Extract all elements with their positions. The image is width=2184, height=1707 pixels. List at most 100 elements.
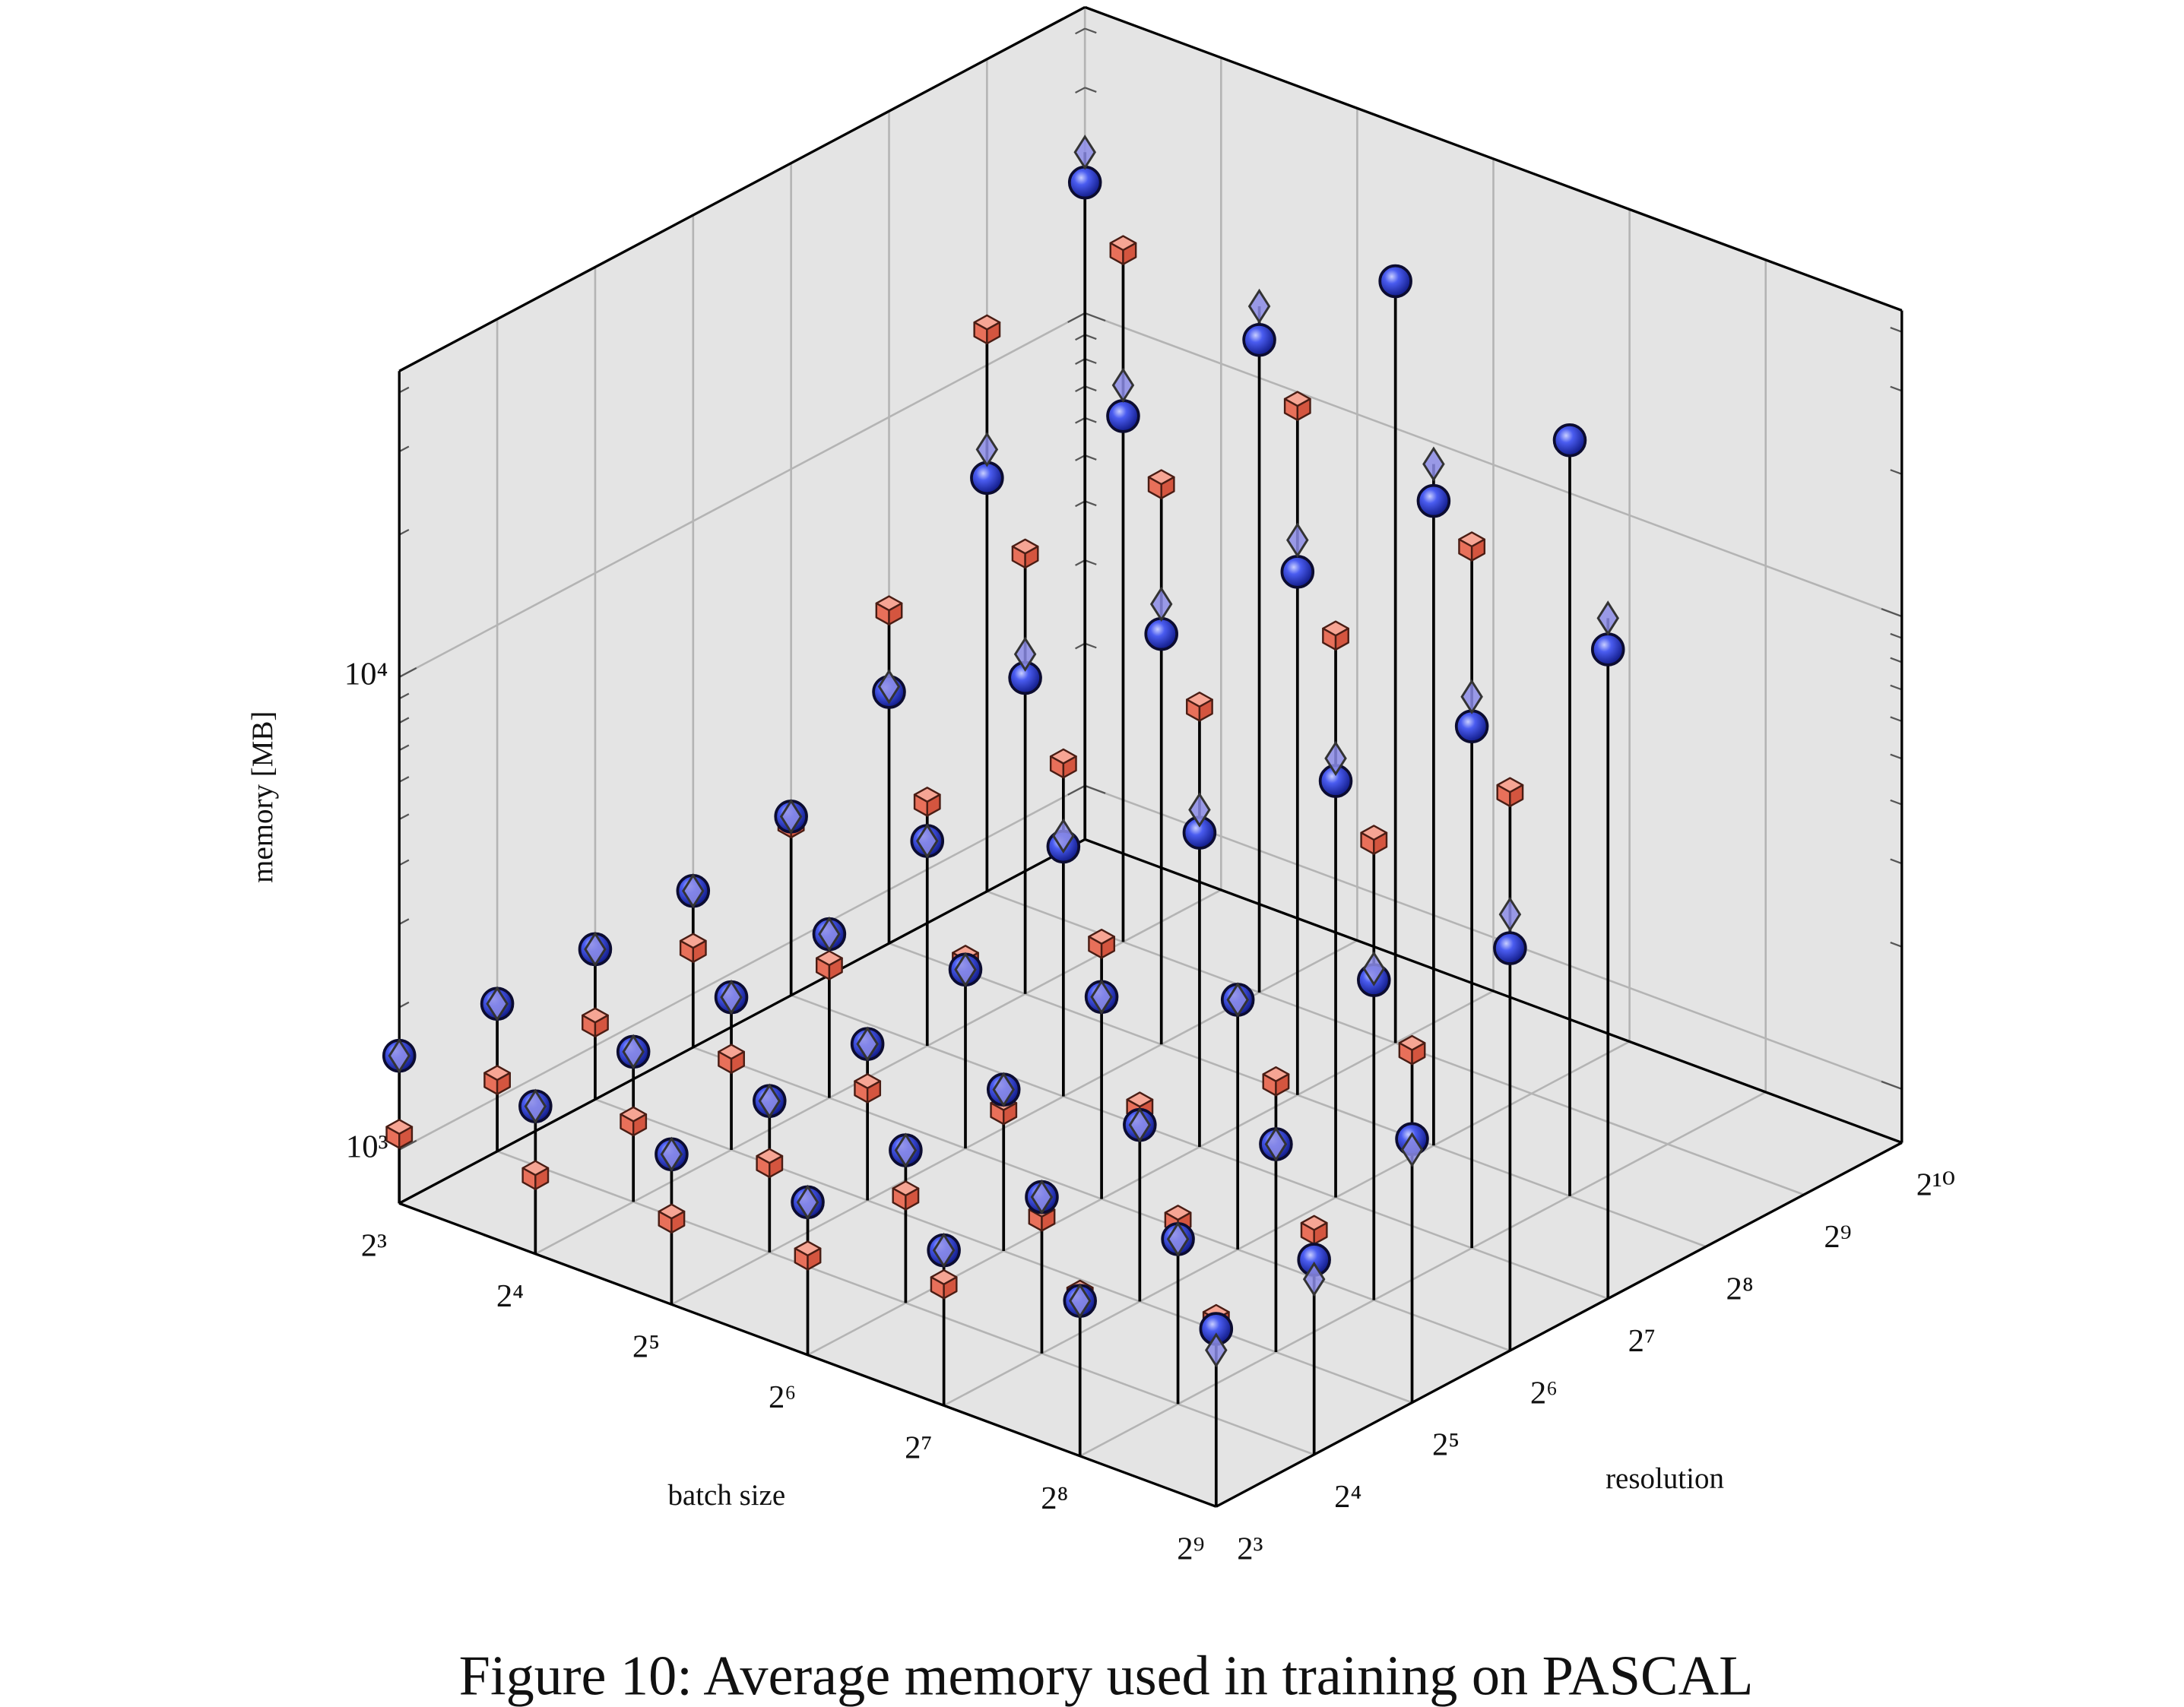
diamond-marker [1052, 818, 1075, 854]
z-tick-mark [1075, 27, 1086, 35]
x-tick-label: 2⁵ [632, 1329, 660, 1364]
cube-marker [973, 314, 1001, 345]
cube-face [1373, 831, 1388, 855]
cube-marker [1088, 928, 1116, 959]
y-axis-label: resolution [1606, 1462, 1724, 1495]
cube-marker [1300, 1215, 1328, 1246]
z-tick-mark [1890, 858, 1903, 865]
z-tick-mark [398, 1139, 417, 1151]
diamond-marker [1030, 1179, 1054, 1215]
cube-face [398, 1126, 414, 1149]
z-tick-mark [1084, 454, 1097, 461]
diamond-marker [1111, 367, 1135, 404]
figure-caption: Figure 10: Average memory used in traini… [459, 1645, 1754, 1707]
diamond-marker [758, 1083, 781, 1119]
diamond-marker [584, 931, 607, 968]
z-tick-mark [1890, 469, 1903, 475]
z-tick-mark [1084, 416, 1097, 423]
diamond-marker [486, 986, 509, 1021]
cube-marker [1186, 692, 1213, 722]
diamond-marker [524, 1088, 547, 1124]
diamond-marker [894, 1132, 918, 1168]
sphere-marker [1552, 423, 1587, 458]
cube-face [496, 1072, 511, 1095]
z-tick-mark [1075, 500, 1086, 508]
diamond-marker [682, 873, 705, 909]
cube-face [807, 1247, 822, 1271]
cube-face [888, 602, 903, 625]
diamond-marker [1205, 1332, 1228, 1368]
cube-marker [1147, 469, 1175, 499]
sphere-marker [1242, 323, 1276, 357]
z-tick-mark [1075, 334, 1086, 341]
cube-marker [582, 1007, 609, 1038]
cube-marker [1011, 538, 1039, 569]
diamond-marker [992, 1072, 1015, 1107]
cube-marker [930, 1269, 958, 1300]
cube-face [730, 1050, 745, 1074]
z-tick-mark [1084, 334, 1097, 340]
z-tick-mark [398, 692, 410, 700]
z-tick-mark [1890, 327, 1903, 333]
diamond-marker [877, 669, 901, 705]
cube-face [1160, 476, 1175, 499]
z-tick-label: 10³ [346, 1129, 388, 1164]
z-tick-mark [1075, 454, 1086, 461]
sphere-marker [1106, 399, 1140, 433]
diamond-marker [954, 952, 977, 987]
axis-line [398, 838, 1086, 1205]
cube-marker [521, 1160, 550, 1190]
cube-face [905, 1187, 920, 1211]
diamond-marker [720, 979, 743, 1015]
diamond-marker [1286, 522, 1309, 558]
diamond-marker [622, 1034, 645, 1070]
cube-face [1198, 698, 1213, 722]
diamond-marker [856, 1026, 879, 1062]
cube-marker [1398, 1034, 1426, 1066]
z-tick-mark [398, 667, 417, 678]
z-tick-mark [1890, 385, 1903, 392]
z-tick-mark [1890, 799, 1903, 806]
diamond-marker [1013, 636, 1037, 672]
y-tick-label: 2⁴ [1334, 1479, 1361, 1515]
z-tick-mark [398, 445, 410, 453]
z-tick-mark [1881, 1080, 1903, 1090]
diamond-marker [1128, 1107, 1152, 1143]
cube-face [943, 1276, 958, 1300]
sphere-marker [1454, 709, 1489, 744]
x-tick-label: 2⁶ [769, 1379, 796, 1415]
cube-face [1296, 397, 1311, 421]
y-tick-label: 2⁷ [1628, 1323, 1656, 1359]
diamond-marker [1226, 982, 1249, 1018]
x-axis-label: batch size [667, 1479, 785, 1512]
sphere-marker [1144, 616, 1178, 651]
sphere-marker [970, 461, 1004, 496]
left-wall [399, 7, 1086, 1204]
diamond-marker [1188, 792, 1211, 828]
cube-marker [718, 1044, 745, 1074]
y-tick-label: 2⁵ [1432, 1427, 1460, 1463]
plot-points [382, 135, 1625, 1507]
diamond-marker [1090, 979, 1113, 1015]
diamond-marker [388, 1037, 410, 1074]
cube-face [670, 1210, 686, 1234]
z-tick-mark [1075, 87, 1086, 93]
cube-marker [854, 1073, 882, 1104]
sphere-marker [1416, 483, 1451, 518]
z-tick-mark [1084, 87, 1097, 93]
cube-face [1334, 627, 1349, 651]
diamond-marker [1324, 740, 1347, 777]
z-tick-mark [1890, 684, 1903, 691]
cube-face [632, 1113, 648, 1137]
cube-face [828, 957, 843, 980]
cube-marker [1322, 620, 1349, 651]
z-tick-mark [1075, 358, 1086, 365]
cube-marker [658, 1203, 686, 1234]
cube-face [1411, 1042, 1426, 1066]
cube-face [769, 1154, 784, 1179]
z-tick-mark [1067, 784, 1086, 796]
z-tick-mark [398, 744, 410, 752]
z-tick-mark [398, 859, 410, 866]
cube-marker [1496, 777, 1524, 808]
z-tick-mark [1084, 642, 1097, 649]
